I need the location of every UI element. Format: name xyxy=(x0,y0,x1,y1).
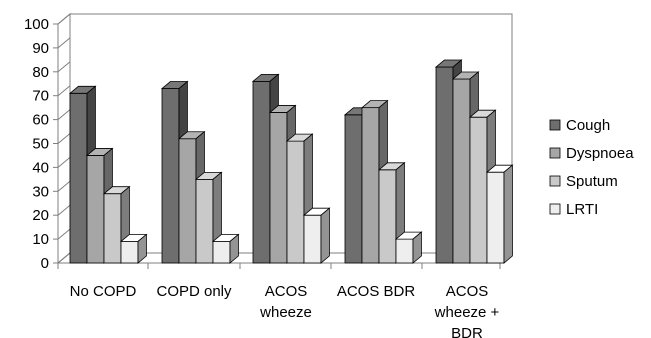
y-tick-label: 10 xyxy=(32,231,49,248)
y-tick-label: 60 xyxy=(32,112,49,129)
y-tick-depth-line xyxy=(57,37,71,49)
legend-swatch xyxy=(549,175,561,187)
bar xyxy=(119,233,148,264)
bar-side-face xyxy=(503,164,513,264)
y-tick-label: 40 xyxy=(32,159,49,176)
legend-label: Sputum xyxy=(566,173,618,190)
y-tick-label: 70 xyxy=(32,88,49,105)
y-tick-label: 0 xyxy=(41,255,49,272)
y-tick-label: 30 xyxy=(32,183,49,200)
x-tick-label-line: ACOS BDR xyxy=(337,283,416,300)
y-tick-label: 80 xyxy=(32,64,49,81)
bar xyxy=(485,164,514,264)
bar-side-face xyxy=(229,233,239,264)
x-tick-label-line: No COPD xyxy=(70,283,137,300)
y-tick-label: 90 xyxy=(32,40,49,57)
x-tick-label-line: wheeze + xyxy=(434,304,500,321)
x-tick-label-line: ACOS xyxy=(265,283,308,300)
bar-front-face xyxy=(378,169,397,264)
y-tick-depth-line xyxy=(57,133,71,144)
bar-front-face xyxy=(69,92,88,264)
bar-front-face xyxy=(469,116,488,264)
bar-front-face xyxy=(435,66,454,264)
bar-front-face xyxy=(344,114,363,264)
bar-front-face xyxy=(395,238,414,264)
bar-front-face xyxy=(486,171,505,264)
y-tick-depth-line xyxy=(57,13,71,25)
bar-front-face xyxy=(361,107,380,264)
legend-label: LRTI xyxy=(566,201,598,218)
x-tick-label-line: ACOS xyxy=(446,283,489,300)
legend-label: Dyspnoea xyxy=(566,145,634,162)
x-tick-label: ACOS wheeze xyxy=(259,283,312,321)
x-tick-label: No COPD xyxy=(70,283,137,300)
y-tick-label: 100 xyxy=(24,16,49,33)
y-tick-depth-line xyxy=(57,228,71,240)
legend-swatch xyxy=(549,203,561,215)
bar-front-face xyxy=(161,88,180,264)
y-tick-depth-line xyxy=(57,252,71,264)
legend-item: Dyspnoea xyxy=(549,145,634,162)
bar-side-face xyxy=(137,233,147,264)
y-tick-depth-line xyxy=(57,109,71,120)
bar-front-face xyxy=(212,241,231,264)
bar-front-face xyxy=(86,155,105,264)
bar-side-face xyxy=(320,207,330,264)
y-tick-depth-line xyxy=(57,204,71,216)
bar-side-face xyxy=(412,231,422,264)
y-tick-depth-line xyxy=(57,157,71,168)
x-tick-label: ACOS BDR xyxy=(337,283,416,300)
y-tick-label: 50 xyxy=(32,136,49,153)
legend-swatch xyxy=(549,119,561,131)
legend-item: Sputum xyxy=(549,173,618,190)
bar xyxy=(394,231,423,264)
y-tick-depth-line xyxy=(57,85,71,97)
legend-swatch xyxy=(549,147,561,159)
y-tick-depth-line xyxy=(57,180,71,192)
x-tick-label-line: COPD only xyxy=(156,283,232,300)
bar-front-face xyxy=(120,241,139,264)
bar-front-face xyxy=(286,140,305,264)
bar-front-face xyxy=(103,193,122,264)
bar-front-face xyxy=(252,80,271,264)
bar-front-face xyxy=(303,214,322,264)
bar-front-face xyxy=(178,138,197,264)
legend-label: Cough xyxy=(566,117,610,134)
legend-item: LRTI xyxy=(549,201,598,218)
x-tick-label-line: BDR xyxy=(451,325,483,338)
bar-front-face xyxy=(269,112,288,264)
x-tick-label: COPD only xyxy=(156,283,232,300)
bar-front-face xyxy=(452,78,471,264)
x-tick-label: ACOS wheeze + BDR xyxy=(434,283,500,338)
bar-front-face xyxy=(195,178,214,264)
y-tick-label: 20 xyxy=(32,207,49,224)
bar xyxy=(211,233,240,264)
bar xyxy=(302,207,331,264)
x-tick-label-line: wheeze xyxy=(259,304,312,321)
legend-item: Cough xyxy=(549,117,610,134)
y-tick-depth-line xyxy=(57,61,71,73)
